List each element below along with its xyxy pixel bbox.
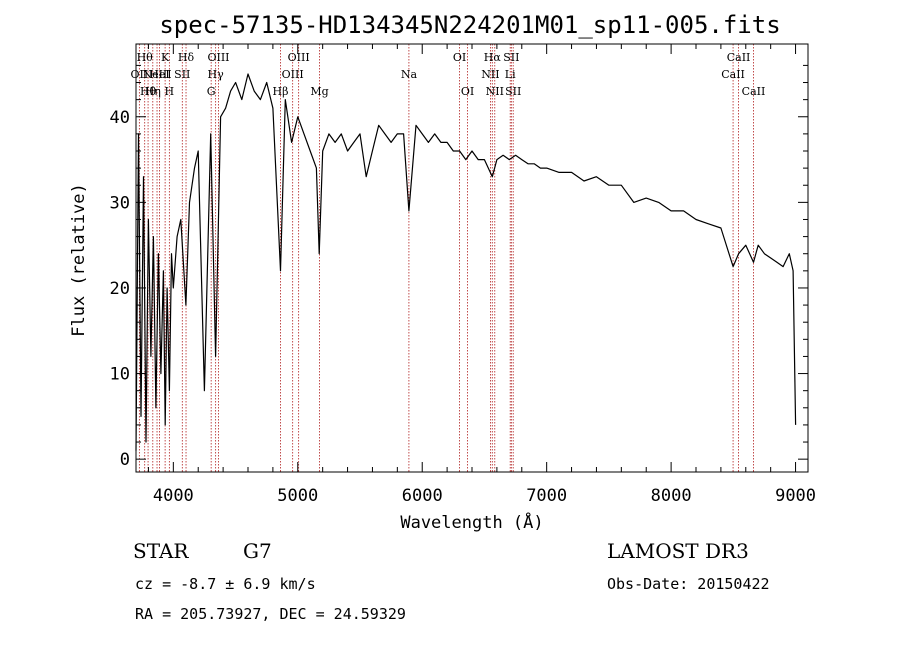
spectral-line-label: OIII <box>207 51 229 64</box>
spectral-line-label: Hθ <box>140 85 157 98</box>
spectral-line-label: H <box>165 85 175 98</box>
x-tick-label: 9000 <box>775 486 816 506</box>
spectral-line-label: Li <box>505 68 516 81</box>
spectral-line-label: K <box>161 51 170 64</box>
spectral-line-label: SII <box>503 51 519 64</box>
x-tick-label: 7000 <box>526 486 567 506</box>
redshift-cz: cz = -8.7 ± 6.9 km/s <box>135 575 316 593</box>
object-subclass: G7 <box>243 539 272 563</box>
spectral-line-label: CaII <box>721 68 745 81</box>
spectral-line-label: NeIII <box>142 68 171 81</box>
y-tick-label: 10 <box>110 365 130 385</box>
y-axis-ticks: 0 10 20 30 40 <box>110 64 808 470</box>
spectral-line-label: G <box>207 85 216 98</box>
x-tick-label: 6000 <box>402 486 443 506</box>
y-tick-label: 40 <box>110 108 130 128</box>
flux-series-line <box>135 73 797 451</box>
ra-dec-coords: RA = 205.73927, DEC = 24.59329 <box>135 605 406 623</box>
x-tick-label: 4000 <box>153 486 194 506</box>
spectral-line-label: OI <box>453 51 466 64</box>
spectral-line-label: SII <box>505 85 521 98</box>
y-tick-label: 20 <box>110 279 130 299</box>
spectral-line-label: HeI <box>149 68 169 81</box>
spectral-line-markers <box>138 44 754 472</box>
spectral-line-label: CaII <box>727 51 751 64</box>
chart-title: spec-57135-HD134345N224201M01_sp11-005.f… <box>159 11 780 39</box>
spectral-line-label: Hη <box>145 85 161 98</box>
spectral-line-labels: OIIHθHθHηNeIIIHeIKHSIIHδGHγOIIIHβOIIIOII… <box>131 51 766 98</box>
plot-frame <box>135 43 809 473</box>
object-class: STAR <box>133 539 189 563</box>
y-tick-label: 30 <box>110 193 130 213</box>
spectral-line-label: OII <box>131 68 149 81</box>
x-tick-label: 5000 <box>277 486 318 506</box>
y-tick-label: 0 <box>120 450 130 470</box>
spectral-line-label: Hγ <box>208 68 225 81</box>
spectral-line-label: Na <box>401 68 418 81</box>
spectral-line-label: Hβ <box>273 85 289 98</box>
survey-name: LAMOST DR3 <box>607 539 749 563</box>
x-tick-label: 8000 <box>651 486 692 506</box>
obs-date: Obs-Date: 20150422 <box>607 575 770 593</box>
spectral-line-label: NII <box>481 68 499 81</box>
spectral-line-label: Hα <box>484 51 502 64</box>
spectral-line-label: CaII <box>742 85 766 98</box>
spectral-line-label: SII <box>174 68 190 81</box>
x-axis-label: Wavelength (Å) <box>400 511 543 533</box>
spectral-line-label: Hδ <box>178 51 195 64</box>
spectral-line-label: OIII <box>288 51 310 64</box>
spectral-line-label: Mg <box>310 85 328 98</box>
spectral-line-label: Hθ <box>137 51 154 64</box>
spectral-line-label: OIII <box>282 68 304 81</box>
y-axis-label: Flux (relative) <box>69 183 89 337</box>
spectral-line-label: NII <box>486 85 504 98</box>
x-axis-ticks: 4000 5000 6000 7000 8000 9000 <box>147 44 816 506</box>
spectral-line-label: OI <box>461 85 474 98</box>
